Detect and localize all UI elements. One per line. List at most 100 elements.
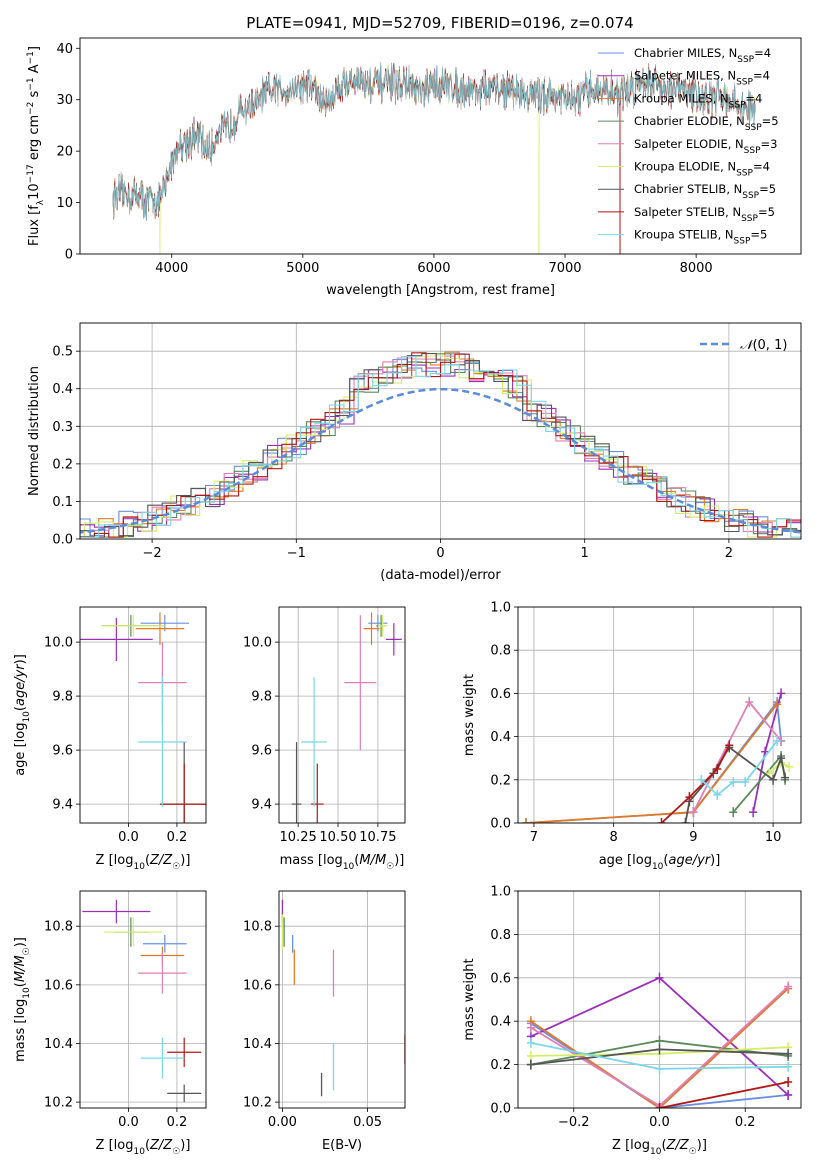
label-part: =4 bbox=[753, 69, 770, 83]
label-part: 10 bbox=[650, 1147, 662, 1157]
label-part: −1 bbox=[26, 77, 36, 90]
x-tick-label: 9 bbox=[689, 830, 697, 845]
y-tick-label: 0.0 bbox=[52, 533, 73, 548]
y-tick-label: 9.6 bbox=[52, 744, 73, 759]
plot-area bbox=[112, 62, 756, 254]
label-part: Salpeter MILES, N bbox=[634, 69, 736, 83]
axes-frame bbox=[278, 606, 406, 824]
label-part: ☉ bbox=[386, 862, 394, 872]
label-part: Chabrier MILES, N bbox=[634, 46, 737, 60]
histogram-step bbox=[80, 352, 801, 538]
y-tick-label: 9.4 bbox=[251, 798, 272, 813]
label-part: λ bbox=[36, 199, 46, 205]
label-part: mass [log bbox=[13, 999, 28, 1062]
y-axis-label: mass weight bbox=[462, 958, 477, 1040]
y-tick-label: 0.6 bbox=[490, 971, 511, 986]
legend-label: Salpeter MILES, NSSP=4 bbox=[634, 69, 770, 88]
axes-frame bbox=[79, 37, 802, 255]
y-tick-label: 0.5 bbox=[52, 345, 73, 360]
y-tick-label: 0.1 bbox=[52, 495, 73, 510]
label-part: Z/Z bbox=[666, 1138, 690, 1153]
plot-area bbox=[281, 899, 405, 1097]
y-axis-label: age [log10(age/yr)] bbox=[13, 654, 32, 776]
label-part: =4 bbox=[745, 91, 762, 105]
x-tick-label: 0 bbox=[436, 546, 444, 561]
label-part: Flux [f bbox=[27, 205, 42, 246]
y-tick-label: 10.4 bbox=[243, 1037, 272, 1052]
label-part: M/M bbox=[13, 955, 28, 982]
label-part: Salpeter STELIB, N bbox=[634, 205, 741, 219]
label-part: )] bbox=[13, 654, 28, 664]
axes-frame bbox=[79, 322, 802, 540]
label-part: )] bbox=[697, 1138, 707, 1153]
mass-vs-ebv-panel: 0.00 0.05 10.2 10.4 10.6 10.8 E(B-V) bbox=[243, 890, 406, 1153]
x-tick-label: −0.2 bbox=[558, 1115, 590, 1130]
label-part: ( bbox=[145, 853, 150, 868]
plot-area bbox=[291, 612, 402, 823]
x-tick-label: 2 bbox=[725, 546, 733, 561]
x-tick-label: 0.2 bbox=[167, 830, 188, 845]
legend-label: Salpeter ELODIE, NSSP=3 bbox=[634, 137, 777, 156]
y-tick-label: 10 bbox=[56, 196, 73, 211]
y-tick-label: 40 bbox=[56, 42, 73, 57]
legend-label: Chabrier ELODIE, NSSP=5 bbox=[634, 114, 779, 133]
spectrum-panel: 4000 5000 6000 7000 8000 0 10 20 30 40 wavelength … bbox=[26, 37, 802, 298]
label-part: ( bbox=[13, 982, 28, 987]
label-part: Kroupa ELODIE, N bbox=[634, 160, 736, 174]
label-part: 10 bbox=[133, 1147, 145, 1157]
plot-area bbox=[526, 972, 793, 1108]
mass-vs-metallicity-panel: 0.0 0.210.210.410.610.8Z [log10(Z/Z☉)]mas… bbox=[13, 890, 207, 1157]
y-tick-label: 10.6 bbox=[243, 978, 272, 993]
label-part: ( bbox=[661, 1138, 666, 1153]
legend-label: 𝒩(0, 1) bbox=[740, 338, 787, 353]
label-part: SSP bbox=[729, 100, 746, 110]
y-tick-label: 0.8 bbox=[490, 928, 511, 943]
spectrum-line bbox=[112, 62, 756, 220]
histogram-step bbox=[80, 353, 801, 538]
axes-frame bbox=[517, 890, 802, 1109]
x-axis-label: Z [log10(Z/Z☉)] bbox=[96, 1138, 191, 1157]
label-part: mass [log bbox=[280, 853, 343, 868]
label-part: ( bbox=[663, 853, 668, 868]
y-tick-label: 9.6 bbox=[251, 744, 272, 759]
figure-title: PLATE=0941, MJD=52709, FIBERID=0196, z=0… bbox=[246, 14, 633, 32]
x-tick-label: 8000 bbox=[680, 261, 713, 276]
mass-weight-vs-metallicity-panel: −0.2 0.0 0.2 0.0 0.2 0.4 0.6 0.8 1.0 Z [log10(Z/Z… bbox=[462, 885, 802, 1157]
y-tick-label: 10.0 bbox=[44, 636, 73, 651]
x-tick-label: 5000 bbox=[286, 261, 319, 276]
y-axis-label: Normed distribution bbox=[27, 366, 42, 496]
x-tick-label: 10.50 bbox=[319, 830, 356, 845]
label-part: ☉ bbox=[172, 862, 180, 872]
label-part: ☉ bbox=[22, 947, 32, 955]
label-part: 10 bbox=[27, 183, 42, 200]
y-tick-label: 0.4 bbox=[52, 382, 73, 397]
y-tick-label: 10.8 bbox=[44, 920, 73, 935]
y-tick-label: 0.2 bbox=[490, 1058, 511, 1073]
legend-label: Kroupa STELIB, NSSP=5 bbox=[634, 228, 767, 247]
label-part: 10 bbox=[133, 862, 145, 872]
x-axis-label: age [log10(age/yr)] bbox=[599, 853, 721, 872]
residual-histogram-panel: −2 −1 0 1 2 0.0 0.1 0.2 0.3 0.4 0.5 (data-model)/er… bbox=[27, 322, 802, 583]
x-axis-label: Z [log10(Z/Z☉)] bbox=[612, 1138, 707, 1157]
label-part: erg cm bbox=[27, 115, 42, 164]
label-part: Chabrier STELIB, N bbox=[634, 182, 742, 196]
label-part: Z/Z bbox=[149, 1138, 173, 1153]
x-tick-label: 10.75 bbox=[359, 830, 396, 845]
label-part: ☉ bbox=[172, 1147, 180, 1157]
label-part: ( bbox=[13, 706, 28, 711]
y-tick-label: 0.8 bbox=[490, 644, 511, 659]
y-tick-label: 0.0 bbox=[490, 1102, 511, 1117]
label-part: ☉ bbox=[689, 1147, 697, 1157]
label-part: ( bbox=[354, 853, 359, 868]
label-part: −1 bbox=[26, 51, 36, 64]
label-part: −2 bbox=[26, 102, 36, 115]
legend-label: Chabrier MILES, NSSP=4 bbox=[634, 46, 771, 65]
x-tick-label: 7 bbox=[530, 830, 538, 845]
label-part: SSP bbox=[742, 191, 759, 201]
legend-label: Kroupa ELODIE, NSSP=4 bbox=[634, 160, 770, 179]
age-vs-mass-panel: 10.25 10.50 10.75 9.4 9.6 9.8 10.0 mass [log10(… bbox=[243, 606, 406, 872]
y-tick-label: 0 bbox=[65, 248, 73, 263]
axes-frame bbox=[79, 606, 207, 824]
x-tick-label: 7000 bbox=[548, 261, 581, 276]
